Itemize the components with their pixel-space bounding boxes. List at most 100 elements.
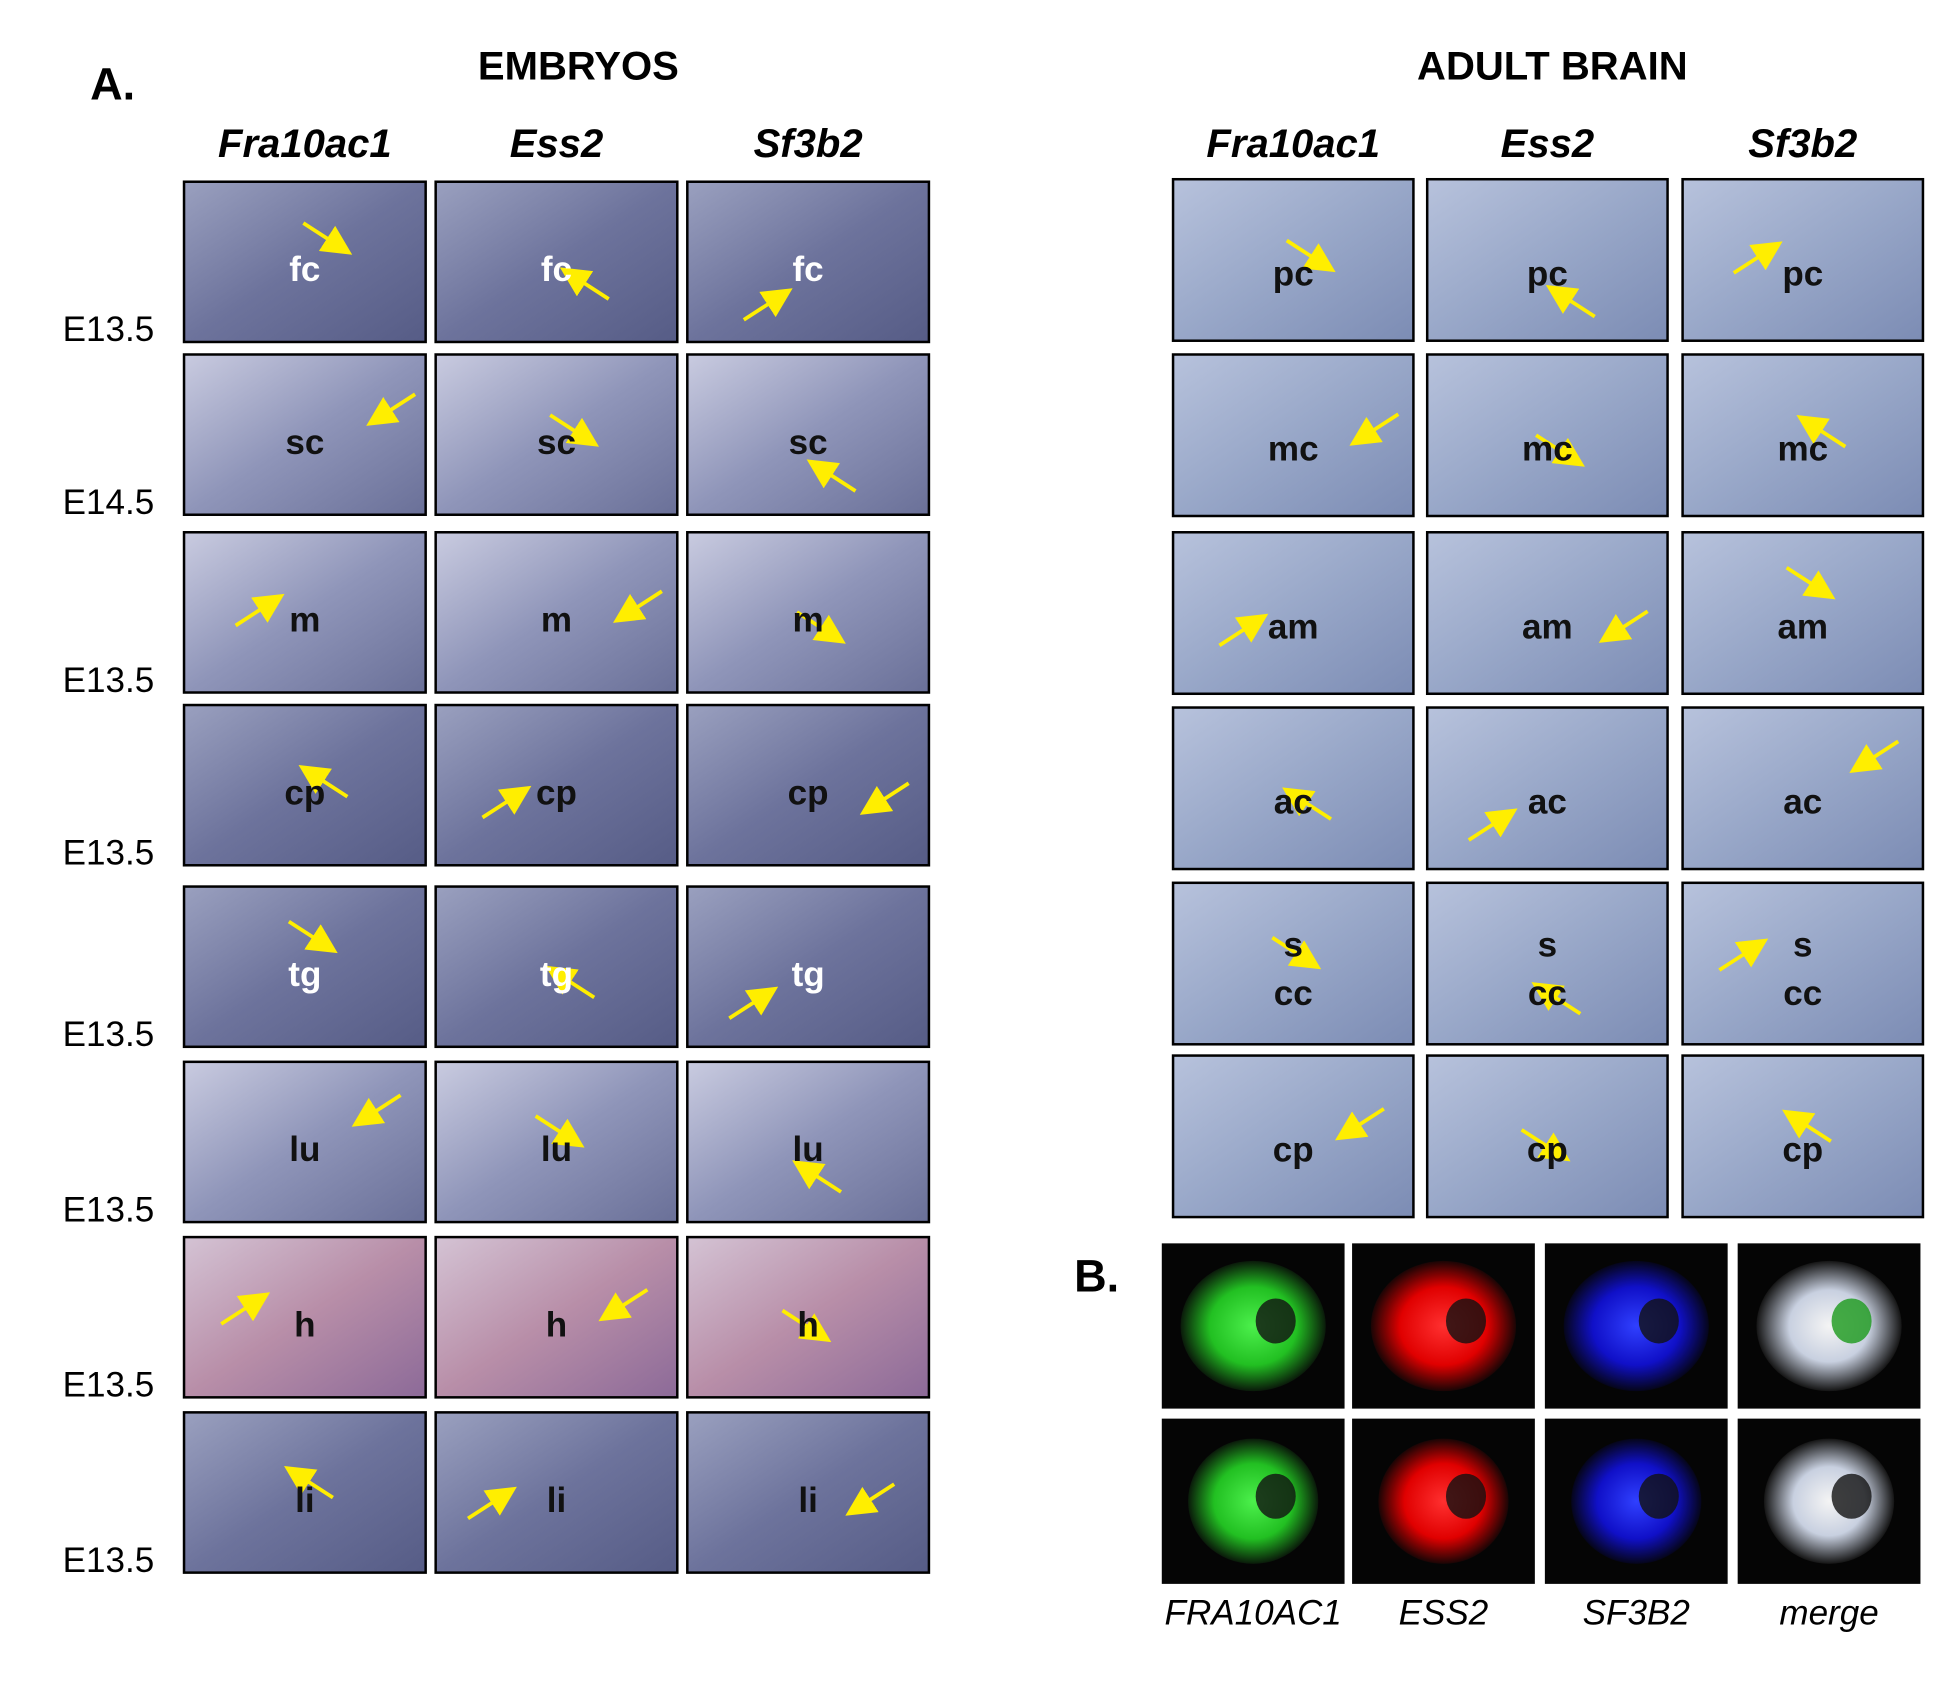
region-label: m xyxy=(793,601,824,640)
micrograph xyxy=(1171,353,1415,518)
micrograph xyxy=(1681,881,1925,1046)
arrow xyxy=(1796,415,1847,449)
micrograph xyxy=(182,353,427,516)
arrow xyxy=(806,459,857,493)
region-label: lu xyxy=(793,1130,824,1169)
arrow xyxy=(859,781,910,815)
column-header: Fra10ac1 xyxy=(218,122,392,166)
micrograph xyxy=(1681,177,1925,342)
channel-label: ESS2 xyxy=(1399,1593,1489,1632)
nucleus xyxy=(1563,1260,1709,1392)
arrow xyxy=(1535,433,1585,467)
arrow xyxy=(845,1482,896,1516)
arrow xyxy=(1218,613,1269,647)
region-label: sc xyxy=(285,423,324,462)
nucleolus xyxy=(1638,1473,1679,1519)
region-label: sc xyxy=(789,423,828,462)
arrow xyxy=(1732,241,1783,275)
nucleus xyxy=(1188,1438,1319,1564)
arrow xyxy=(559,267,610,301)
micrograph xyxy=(182,1060,427,1224)
arrow xyxy=(351,1093,402,1127)
stage-label: E13.5 xyxy=(63,1366,155,1405)
region-label: cp xyxy=(536,773,577,812)
region-label: pc xyxy=(1273,254,1314,293)
arrow xyxy=(1598,609,1649,643)
region-label: mc xyxy=(1522,430,1573,469)
arrow xyxy=(612,589,663,623)
region-label: s xyxy=(1793,926,1813,965)
section-title: ADULT BRAIN xyxy=(1417,45,1688,89)
region-label: pc xyxy=(1527,254,1568,293)
region-label: ac xyxy=(1783,783,1822,822)
micrograph xyxy=(182,885,427,1049)
micrograph xyxy=(686,885,931,1049)
column-header: Ess2 xyxy=(510,122,604,166)
micrograph xyxy=(182,1235,427,1399)
nucleolus xyxy=(1255,1473,1296,1519)
micrograph xyxy=(1171,1054,1415,1219)
region-label: tg xyxy=(792,955,825,994)
region-label: tg xyxy=(540,955,573,994)
arrow xyxy=(534,1114,585,1148)
micrograph xyxy=(434,353,679,516)
nucleolus xyxy=(1445,1298,1487,1344)
region-label: li xyxy=(295,1481,314,1520)
arrow xyxy=(795,610,846,644)
nucleus xyxy=(1180,1260,1326,1392)
micrograph xyxy=(1171,177,1415,342)
column-header: Sf3b2 xyxy=(754,122,863,166)
arrow xyxy=(287,919,338,954)
nucleus xyxy=(1370,1260,1517,1392)
micrograph xyxy=(686,180,931,344)
arrow xyxy=(742,288,793,322)
region-label: s xyxy=(1538,926,1558,965)
column-header: Fra10ac1 xyxy=(1206,122,1380,166)
stage-label: E13.5 xyxy=(63,1190,155,1229)
panel-label: A. xyxy=(90,59,135,110)
micrograph xyxy=(1425,706,1669,871)
stage-label: E13.5 xyxy=(63,661,155,700)
arrow xyxy=(234,593,285,628)
region-label: h xyxy=(546,1306,567,1345)
arrow xyxy=(1271,936,1322,970)
region-label: ac xyxy=(1528,783,1567,822)
arrow xyxy=(1849,739,1900,773)
arrow xyxy=(220,1292,271,1326)
micrograph xyxy=(434,1411,679,1574)
region-label: fc xyxy=(793,250,824,289)
micrograph xyxy=(1425,531,1669,696)
micrograph xyxy=(686,1060,931,1224)
nucleolus xyxy=(1831,1298,1872,1344)
stage-label: E13.5 xyxy=(63,1541,155,1580)
region-label: cp xyxy=(284,773,325,812)
nucleolus xyxy=(1638,1298,1679,1344)
section-title: EMBRYOS xyxy=(478,45,679,89)
region-label: m xyxy=(289,601,320,640)
arrow xyxy=(284,1465,334,1500)
channel-label: SF3B2 xyxy=(1583,1593,1690,1632)
region-label: cc xyxy=(1783,974,1822,1013)
region-label: m xyxy=(541,601,572,640)
arrow xyxy=(549,413,600,447)
region-label: fc xyxy=(541,250,572,289)
region-label: sc xyxy=(537,423,576,462)
region-label: pc xyxy=(1782,254,1823,293)
arrow xyxy=(1349,412,1400,446)
micrograph xyxy=(686,703,931,867)
nucleolus xyxy=(1255,1298,1296,1344)
region-label: h xyxy=(294,1306,315,1345)
nucleolus xyxy=(1831,1473,1872,1519)
arrow xyxy=(1785,566,1836,600)
micrograph xyxy=(434,703,679,867)
micrograph xyxy=(686,531,931,694)
arrow xyxy=(298,765,349,799)
channel-label: merge xyxy=(1779,1593,1878,1632)
region-label: fc xyxy=(289,250,320,289)
micrograph xyxy=(182,180,427,344)
micrograph xyxy=(434,180,679,344)
column-header: Ess2 xyxy=(1501,122,1595,166)
nucleus xyxy=(1756,1260,1902,1392)
arrow xyxy=(1531,982,1582,1016)
